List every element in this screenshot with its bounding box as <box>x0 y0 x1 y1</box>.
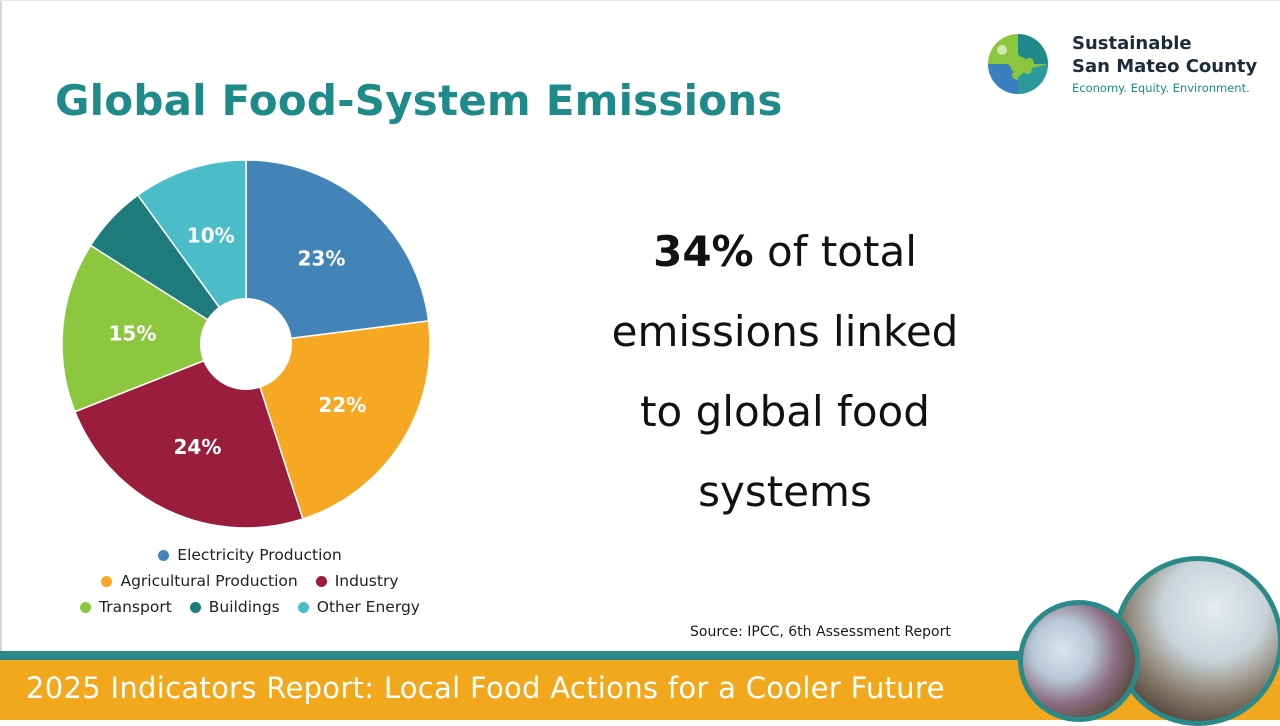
source-citation: Source: IPCC, 6th Assessment Report <box>690 624 951 640</box>
legend-item-agricultural: Agricultural Production <box>101 572 298 590</box>
footer-stripe <box>0 651 1280 660</box>
statement-line-1: 34% of total <box>580 212 990 292</box>
legend-item-transport: Transport <box>80 598 172 616</box>
legend-row-2: Agricultural Production Industry <box>60 568 440 594</box>
chart-legend: Electricity Production Agricultural Prod… <box>60 542 440 620</box>
legend-dot-electricity <box>158 549 170 561</box>
pie-slice-agricultural <box>245 320 431 520</box>
legend-label-buildings: Buildings <box>208 598 280 616</box>
logo-name-line2: San Mateo County <box>1072 56 1258 77</box>
legend-dot-industry <box>315 575 327 587</box>
statement-line-4: systems <box>698 467 872 516</box>
statement-highlight: 34% <box>653 227 754 276</box>
slice-label-electricity: 23% <box>298 246 346 270</box>
legend-item-electricity: Electricity Production <box>158 546 342 564</box>
puzzle-globe-icon <box>988 34 1048 94</box>
legend-dot-buildings <box>189 601 201 613</box>
legend-item-industry: Industry <box>315 572 399 590</box>
legend-label-electricity: Electricity Production <box>177 546 342 564</box>
students-food-photo <box>1018 600 1140 722</box>
legend-row-3: Transport Buildings Other Energy <box>60 594 440 620</box>
legend-label-transport: Transport <box>99 598 172 616</box>
key-statistic-statement: 34% of total emissions linked to global … <box>580 212 990 532</box>
organization-logo: Sustainable San Mateo County Economy. Eq… <box>982 32 1272 102</box>
statement-line-3: to global food <box>640 387 930 436</box>
statement-line-1-rest: of total <box>753 227 917 276</box>
legend-item-buildings: Buildings <box>189 598 280 616</box>
legend-label-agricultural: Agricultural Production <box>120 572 298 590</box>
slice-label-industry: 24% <box>173 435 221 459</box>
footer-report-title: 2025 Indicators Report: Local Food Actio… <box>26 671 945 705</box>
slide-title: Global Food-System Emissions <box>55 76 783 125</box>
slice-label-other-energy: 10% <box>187 224 235 248</box>
slide-top-border <box>0 0 1280 1</box>
pie-slice-electricity <box>245 159 430 345</box>
statement-line-2: emissions linked <box>611 307 959 356</box>
compost-photo <box>1113 556 1280 726</box>
legend-label-other-energy: Other Energy <box>316 598 420 616</box>
legend-item-other-energy: Other Energy <box>297 598 420 616</box>
logo-tagline: Economy. Equity. Environment. <box>1072 81 1250 95</box>
legend-dot-agricultural <box>101 575 113 587</box>
donut-hole <box>200 298 292 390</box>
emissions-donut-chart: 23% 22% 24% 15% 10% <box>61 159 431 529</box>
legend-label-industry: Industry <box>334 572 399 590</box>
logo-name-line1: Sustainable <box>1072 33 1192 54</box>
slide-left-border <box>0 0 2 720</box>
slice-label-agricultural: 22% <box>318 393 366 417</box>
legend-dot-transport <box>80 601 92 613</box>
legend-dot-other-energy <box>297 601 309 613</box>
slice-label-transport: 15% <box>108 321 156 345</box>
pie-slice-other-energy <box>136 159 247 347</box>
legend-row-1: Electricity Production <box>60 542 440 568</box>
pie-slice-transport <box>61 244 248 413</box>
